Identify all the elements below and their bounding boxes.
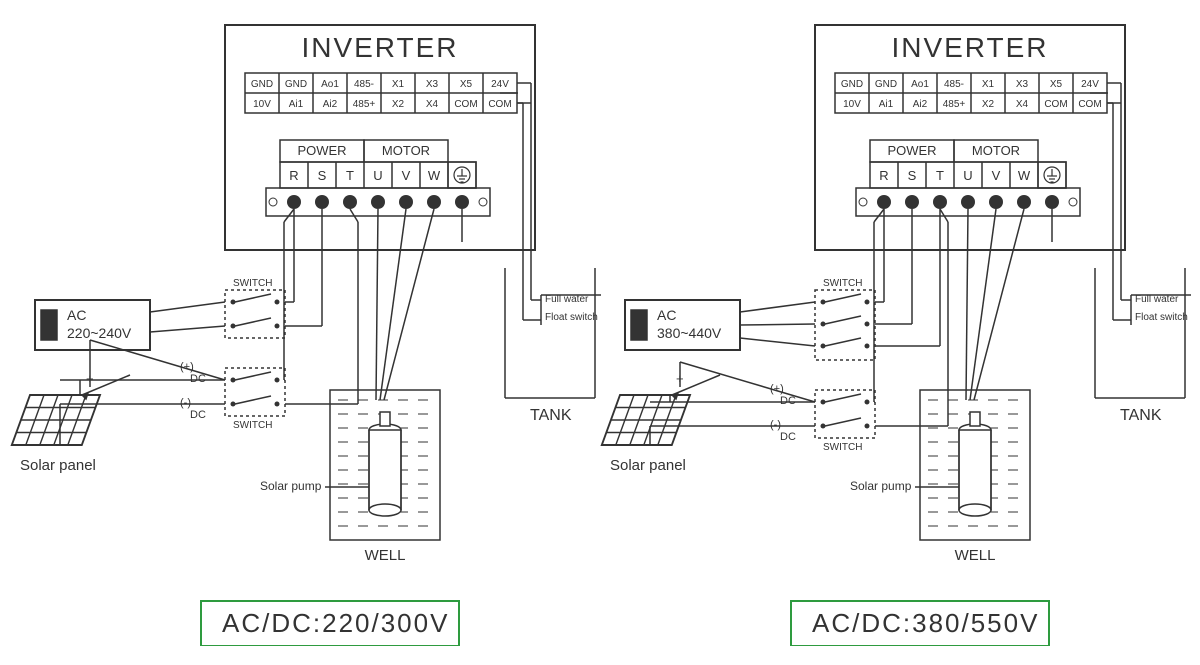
svg-text:X3: X3 [1016, 79, 1029, 90]
svg-text:AC: AC [67, 307, 86, 323]
svg-text:Ai1: Ai1 [289, 99, 304, 110]
svg-text:X5: X5 [460, 79, 473, 90]
svg-text:24V: 24V [491, 79, 509, 90]
svg-text:DC: DC [190, 373, 206, 385]
svg-text:POWER: POWER [887, 143, 936, 158]
svg-text:Full water: Full water [1135, 294, 1179, 305]
diagram-unit: INVERTER GND GND Ao1 485- X1 X3 X5 24V 10V Ai1 Ai2 4… [12, 25, 601, 646]
svg-text:INVERTER: INVERTER [891, 32, 1048, 63]
svg-text:+: + [676, 371, 684, 386]
svg-text:X4: X4 [1016, 99, 1029, 110]
svg-text:T: T [346, 168, 354, 183]
svg-text:U: U [373, 168, 382, 183]
svg-text:10V: 10V [253, 99, 271, 110]
svg-text:10V: 10V [843, 99, 861, 110]
svg-text:W: W [1018, 168, 1031, 183]
svg-text:485-: 485- [944, 79, 964, 90]
svg-text:POWER: POWER [297, 143, 346, 158]
svg-text:X2: X2 [392, 99, 405, 110]
svg-text:INVERTER: INVERTER [301, 32, 458, 63]
svg-text:MOTOR: MOTOR [972, 143, 1020, 158]
svg-text:GND: GND [285, 79, 307, 90]
svg-text:+: + [86, 371, 94, 386]
svg-text:TANK: TANK [530, 407, 572, 424]
svg-text:Solar panel: Solar panel [610, 457, 686, 474]
svg-text:Float switch: Float switch [1135, 312, 1188, 323]
svg-text:V: V [992, 168, 1001, 183]
svg-text:X1: X1 [982, 79, 995, 90]
svg-text:24V: 24V [1081, 79, 1099, 90]
svg-text:U: U [963, 168, 972, 183]
svg-text:SWITCH: SWITCH [233, 278, 272, 289]
svg-text:(-): (-) [770, 419, 781, 431]
svg-text:(-): (-) [180, 397, 191, 409]
svg-text:WELL: WELL [365, 547, 406, 564]
wiring-diagram: INVERTER GND GND Ao1 485- X1 X3 X5 24V 10V Ai1 Ai2 4… [0, 0, 1200, 665]
svg-text:TANK: TANK [1120, 407, 1162, 424]
svg-text:X4: X4 [426, 99, 439, 110]
svg-text:Full water: Full water [545, 294, 589, 305]
svg-text:X5: X5 [1050, 79, 1063, 90]
svg-text:485+: 485+ [943, 99, 966, 110]
svg-text:380~440V: 380~440V [657, 325, 722, 341]
svg-text:Ao1: Ao1 [911, 79, 929, 90]
svg-text:X3: X3 [426, 79, 439, 90]
voltage-label: AC/DC:380/550V [790, 600, 1050, 646]
svg-text:Ai2: Ai2 [913, 99, 928, 110]
svg-text:W: W [428, 168, 441, 183]
svg-text:GND: GND [841, 79, 863, 90]
svg-text:MOTOR: MOTOR [382, 143, 430, 158]
svg-text:S: S [318, 168, 327, 183]
svg-text:SWITCH: SWITCH [823, 442, 862, 453]
svg-text:485+: 485+ [353, 99, 376, 110]
svg-text:COM: COM [1078, 99, 1101, 110]
svg-text:GND: GND [875, 79, 897, 90]
svg-text:SWITCH: SWITCH [233, 420, 272, 431]
svg-text:DC: DC [190, 409, 206, 421]
svg-text:Ai2: Ai2 [323, 99, 338, 110]
svg-text:COM: COM [454, 99, 477, 110]
svg-text:COM: COM [1044, 99, 1067, 110]
svg-text:220~240V: 220~240V [67, 325, 132, 341]
svg-text:AC: AC [657, 307, 676, 323]
svg-text:T: T [936, 168, 944, 183]
svg-text:V: V [402, 168, 411, 183]
diagram-unit: INVERTER GND GND Ao1 485- X1 X3 X5 24V 10V Ai1 Ai2 4… [602, 25, 1191, 646]
svg-text:GND: GND [251, 79, 273, 90]
svg-text:DC: DC [780, 395, 796, 407]
svg-text:DC: DC [780, 431, 796, 443]
svg-text:Solar panel: Solar panel [20, 457, 96, 474]
svg-text:Solar pump: Solar pump [260, 479, 322, 493]
voltage-label: AC/DC:220/300V [200, 600, 460, 646]
svg-text:SWITCH: SWITCH [823, 278, 862, 289]
svg-text:485-: 485- [354, 79, 374, 90]
svg-text:Float switch: Float switch [545, 312, 598, 323]
svg-text:X2: X2 [982, 99, 995, 110]
svg-text:R: R [879, 168, 888, 183]
svg-text:X1: X1 [392, 79, 405, 90]
svg-text:Ao1: Ao1 [321, 79, 339, 90]
svg-text:S: S [908, 168, 917, 183]
svg-text:Ai1: Ai1 [879, 99, 894, 110]
svg-text:COM: COM [488, 99, 511, 110]
svg-text:Solar pump: Solar pump [850, 479, 912, 493]
svg-text:WELL: WELL [955, 547, 996, 564]
svg-text:R: R [289, 168, 298, 183]
